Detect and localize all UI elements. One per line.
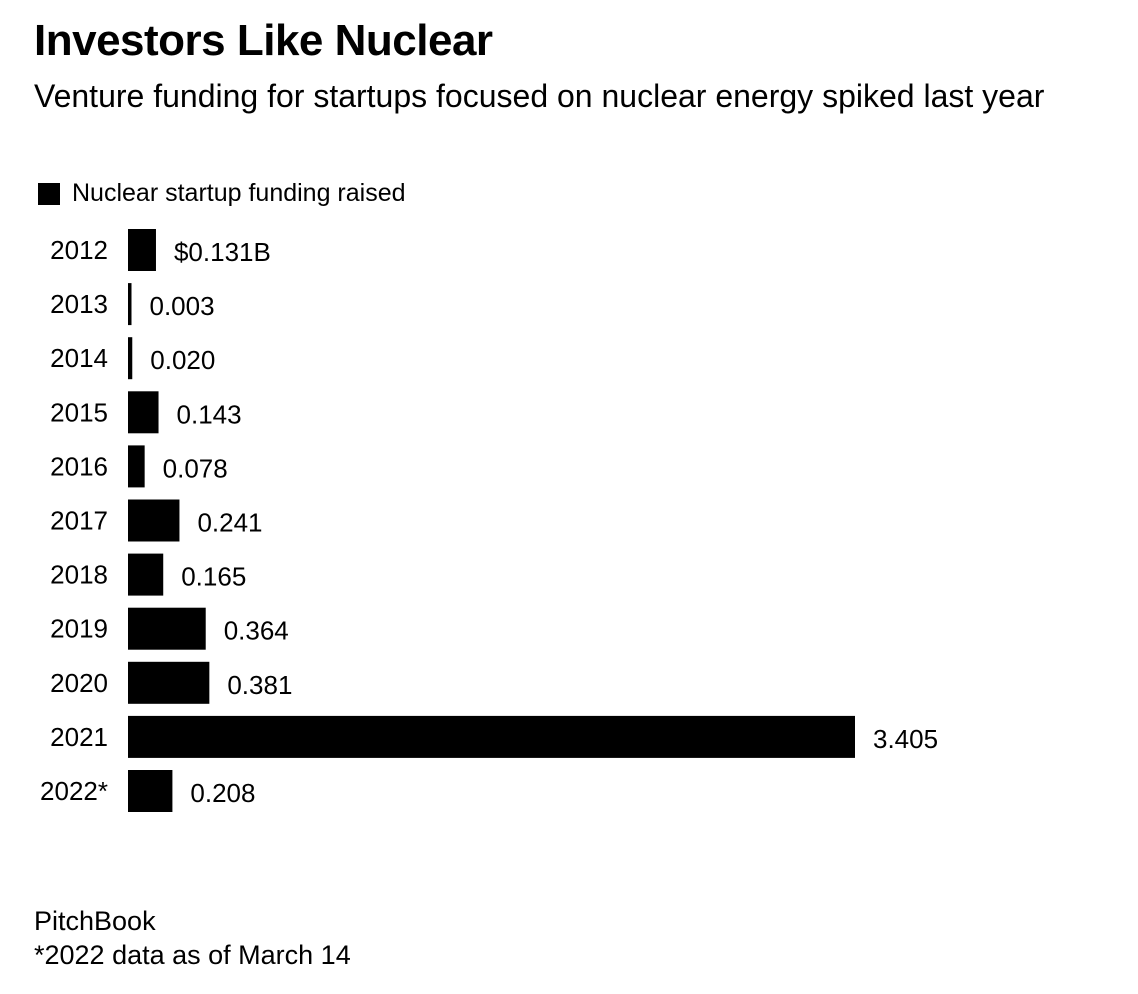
value-label: 0.208 bbox=[190, 778, 255, 808]
bar-2016 bbox=[128, 445, 145, 488]
value-label: 0.165 bbox=[181, 562, 246, 592]
category-label: 2012 bbox=[50, 235, 108, 265]
value-label: $0.131B bbox=[174, 237, 271, 267]
bar-2022 bbox=[128, 770, 173, 812]
legend-swatch bbox=[38, 182, 60, 205]
footnote-text: *2022 data as of March 14 bbox=[34, 940, 351, 970]
category-label: 2020 bbox=[50, 668, 108, 698]
chart-title: Investors Like Nuclear bbox=[34, 16, 493, 65]
category-label: 2016 bbox=[50, 451, 108, 481]
value-label: 0.364 bbox=[224, 616, 289, 646]
category-label: 2021 bbox=[50, 722, 108, 752]
value-label: 0.143 bbox=[177, 399, 242, 429]
bar-2014 bbox=[128, 337, 133, 380]
category-label: 2014 bbox=[50, 343, 108, 373]
bar-chart: 2012 $0.131B 2013 0.003 2014 0.020 2015 0.143 20… bbox=[40, 229, 938, 812]
bar-2019 bbox=[128, 607, 206, 650]
category-label: 2018 bbox=[50, 560, 108, 590]
value-label: 0.020 bbox=[150, 345, 215, 375]
category-label: 2015 bbox=[50, 397, 108, 427]
bar-2017 bbox=[128, 499, 180, 542]
source-text: PitchBook bbox=[34, 906, 156, 936]
value-label: 0.241 bbox=[197, 508, 262, 538]
value-label: 3.405 bbox=[873, 724, 938, 754]
bar-2020 bbox=[128, 661, 210, 704]
bar-2012 bbox=[128, 229, 156, 271]
category-label: 2019 bbox=[50, 614, 108, 644]
bar-2018 bbox=[128, 553, 164, 596]
category-label: 2022* bbox=[40, 776, 108, 806]
bar-2015 bbox=[128, 391, 159, 434]
legend: Nuclear startup funding raised bbox=[38, 179, 406, 208]
category-label: 2013 bbox=[50, 289, 108, 319]
legend-label: Nuclear startup funding raised bbox=[72, 179, 406, 207]
value-label: 0.003 bbox=[150, 291, 215, 321]
value-label: 0.381 bbox=[227, 670, 292, 700]
bar-2021 bbox=[128, 715, 855, 758]
category-label: 2017 bbox=[50, 506, 108, 536]
bar-2013 bbox=[128, 283, 132, 326]
value-label: 0.078 bbox=[163, 453, 228, 483]
chart-subtitle: Venture funding for startups focused on … bbox=[34, 78, 1045, 114]
